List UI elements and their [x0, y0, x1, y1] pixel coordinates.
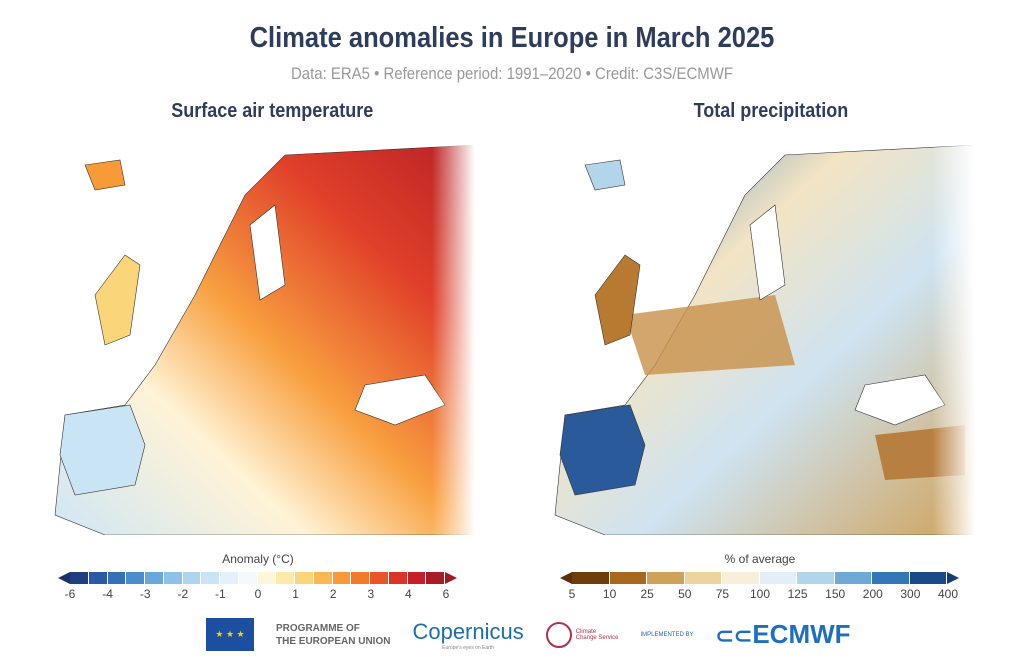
- colorbar-tick-label: -2: [177, 587, 189, 601]
- colorbar-tick-label: 75: [715, 587, 730, 601]
- temperature-colorbar: Anomaly (°C) -6 -4 -3 -2 -1 0 1 2 3 4 6: [58, 552, 458, 603]
- precipitation-panel-title: Total precipitation: [693, 100, 849, 122]
- colorbar-tick-label: 25: [640, 587, 654, 601]
- colorbar-swatch: [872, 572, 910, 584]
- colorbar-tick-label: 300: [900, 587, 921, 601]
- precipitation-map: [545, 135, 975, 535]
- colorbar-swatch: [647, 572, 685, 584]
- colorbar-swatch: [257, 572, 277, 584]
- colorbar-swatch: [107, 572, 127, 584]
- colorbar-swatch: [332, 572, 352, 584]
- colorbar-tick-label: 10: [602, 587, 617, 601]
- colorbar-arrow-left: [58, 572, 70, 584]
- temperature-anomaly-map: [45, 135, 475, 535]
- colorbar-swatch: [722, 572, 760, 584]
- colorbar-tick-label: 5: [568, 587, 576, 601]
- colorbar-arrow-left: [560, 572, 572, 584]
- colorbar-swatch: [426, 572, 445, 584]
- implemented-by-text: IMPLEMENTED BY: [640, 631, 694, 638]
- colorbar-swatch: [313, 572, 333, 584]
- colorbar-swatch: [88, 572, 108, 584]
- colorbar-swatch: [126, 572, 145, 584]
- colorbar-swatch: [201, 572, 220, 584]
- colorbar-tick-label: 4: [405, 587, 412, 601]
- colorbar-swatch: [834, 572, 872, 584]
- colorbar-swatch: [909, 572, 947, 584]
- colorbar-swatch: [145, 572, 164, 584]
- c3s-logo: Climate Change Service: [545, 621, 618, 648]
- colorbar-swatch: [370, 572, 389, 584]
- colorbar-swatch: [220, 572, 239, 584]
- colorbar-tick-label: 200: [862, 587, 883, 601]
- colorbar-tick-label: -3: [139, 587, 151, 601]
- colorbar-tick-label: 2: [329, 587, 337, 601]
- colorbar-tick-label: 3: [367, 587, 375, 601]
- colorbar-swatch: [572, 572, 610, 584]
- colorbar-swatch: [182, 572, 202, 584]
- eu-flag-logo: ★ ★ ★: [206, 618, 254, 651]
- colorbar-tick-label: 6: [442, 587, 450, 601]
- colorbar-tick-label: 1: [292, 587, 299, 601]
- colorbar-swatch: [351, 572, 370, 584]
- colorbar-swatch: [684, 572, 722, 584]
- page-subtitle: Data: ERA5 • Reference period: 1991–2020…: [290, 64, 734, 83]
- colorbar-swatch: [163, 572, 183, 584]
- colorbar-tick-label: 125: [787, 587, 808, 601]
- copernicus-logo: Copernicus Europe's eyes on Earth: [412, 618, 524, 651]
- colorbar-swatch: [295, 572, 314, 584]
- colorbar-tick-label: 0: [254, 587, 262, 601]
- colorbar-swatch: [759, 572, 797, 584]
- ecmwf-logo: ⊂⊂ECMWF: [715, 619, 851, 649]
- colorbar-swatch: [407, 572, 427, 584]
- temperature-panel-title: Surface air temperature: [171, 100, 374, 122]
- colorbar-tick-label: 400: [937, 587, 959, 601]
- colorbar-swatch: [797, 572, 835, 584]
- colorbar-tick-label: 100: [749, 587, 771, 601]
- colorbar-tick-label: -4: [102, 587, 113, 601]
- logo-bar: ★ ★ ★ PROGRAMME OF THE EUROPEAN UNION Cop…: [206, 618, 851, 651]
- colorbar-tick-label: 150: [825, 587, 846, 601]
- colorbar-swatch: [276, 572, 295, 584]
- colorbar-arrow-right: [947, 572, 960, 584]
- colorbar-swatch: [70, 572, 89, 584]
- colorbar-swatch: [609, 572, 647, 584]
- precipitation-colorbar-label: % of average: [724, 552, 796, 566]
- colorbar-swatch: [388, 572, 408, 584]
- colorbar-tick-label: -6: [64, 587, 76, 601]
- colorbar-tick-label: 50: [678, 587, 692, 601]
- colorbar-tick-label: -1: [215, 587, 226, 601]
- colorbar-swatch: [238, 572, 258, 584]
- precipitation-colorbar: % of average 5 10 25 50 75 100 125 150 200 300 400: [560, 552, 960, 603]
- eu-programme-text: PROGRAMME OF THE EUROPEAN UNION: [276, 622, 391, 647]
- temperature-colorbar-label: Anomaly (°C): [222, 552, 294, 566]
- colorbar-arrow-right: [445, 572, 458, 584]
- page-title: Climate anomalies in Europe in March 202…: [249, 22, 775, 54]
